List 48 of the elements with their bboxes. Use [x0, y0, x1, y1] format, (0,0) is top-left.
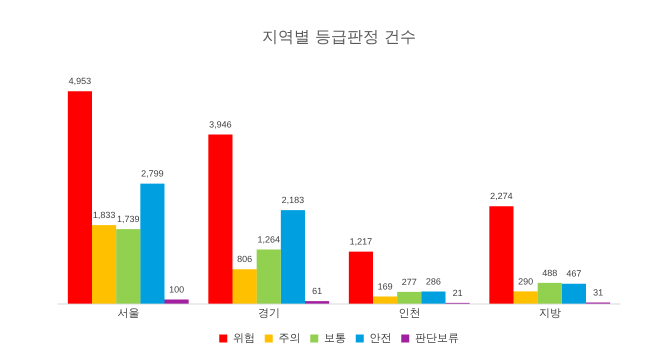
- data-label: 61: [312, 286, 322, 296]
- data-label: 31: [593, 287, 604, 298]
- bar: [397, 292, 422, 304]
- data-label: 1,217: [350, 236, 372, 247]
- data-label: 2,183: [282, 195, 304, 206]
- bar: [489, 206, 514, 304]
- legend-label: 위험: [232, 332, 255, 345]
- x-tick-label: 지방: [538, 307, 561, 320]
- data-label: 488: [542, 268, 558, 278]
- data-label: 169: [378, 282, 393, 292]
- bar: [232, 269, 257, 304]
- chart-title: 지역별 등급판정 건수: [262, 26, 416, 46]
- data-label: 806: [237, 254, 252, 264]
- x-tick-label: 서울: [117, 307, 140, 320]
- bar: [305, 301, 330, 304]
- data-label: 290: [518, 276, 534, 286]
- data-label: 3,946: [209, 119, 232, 130]
- bar: [538, 282, 562, 304]
- data-label: 286: [426, 276, 441, 287]
- bar: [562, 284, 586, 304]
- bar: [208, 134, 232, 304]
- bar: [280, 210, 305, 304]
- data-label: 467: [566, 268, 582, 279]
- data-label: 1,833: [92, 210, 116, 220]
- bar: [373, 296, 398, 304]
- data-label: 1,264: [257, 234, 280, 245]
- bar: [514, 291, 538, 304]
- data-label: 277: [402, 276, 417, 287]
- legend-label: 안전: [369, 332, 392, 345]
- data-label: 100: [169, 284, 184, 294]
- bar: [256, 250, 281, 304]
- bar: [348, 252, 373, 304]
- data-label: 21: [452, 288, 463, 298]
- bar: [116, 229, 140, 304]
- data-label: 2,799: [141, 168, 164, 179]
- data-label: 4,953: [68, 76, 92, 86]
- legend-label: 보통: [324, 332, 346, 345]
- bar: [421, 292, 446, 304]
- data-label: 2,274: [490, 191, 513, 202]
- bar: [164, 300, 189, 304]
- x-tick-label: 경기: [258, 307, 280, 320]
- bar: [140, 184, 164, 304]
- x-tick-label: 인천: [398, 307, 420, 320]
- bar: [68, 91, 92, 304]
- legend-label: 판단보류: [414, 332, 459, 345]
- data-label: 1,739: [116, 214, 140, 224]
- legend-label: 주의: [278, 332, 300, 345]
- bar: [92, 225, 116, 304]
